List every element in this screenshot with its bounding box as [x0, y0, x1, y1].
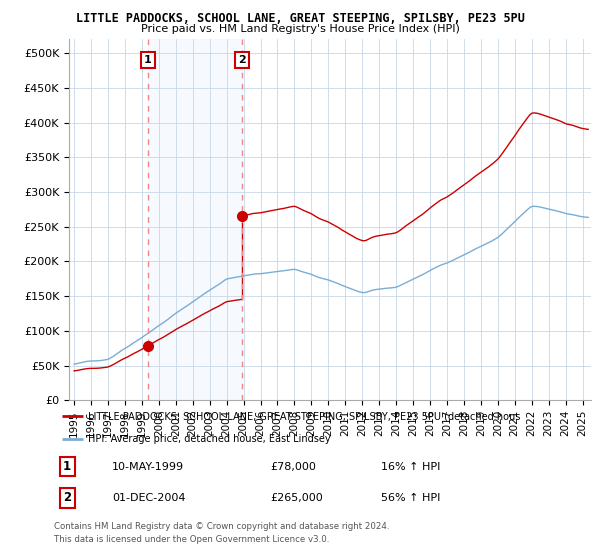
Text: 1: 1 — [63, 460, 71, 473]
Text: LITTLE PADDOCKS, SCHOOL LANE, GREAT STEEPING, SPILSBY, PE23 5PU: LITTLE PADDOCKS, SCHOOL LANE, GREAT STEE… — [76, 12, 524, 25]
Text: 2: 2 — [238, 55, 246, 65]
Text: £265,000: £265,000 — [271, 493, 323, 503]
Bar — [148, 39, 242, 400]
Text: 2: 2 — [63, 491, 71, 504]
Text: 16% ↑ HPI: 16% ↑ HPI — [382, 461, 441, 472]
Text: This data is licensed under the Open Government Licence v3.0.: This data is licensed under the Open Gov… — [54, 534, 329, 544]
Text: LITTLE PADDOCKS, SCHOOL LANE, GREAT STEEPING, SPILSBY, PE23 5PU (detached hous: LITTLE PADDOCKS, SCHOOL LANE, GREAT STEE… — [88, 412, 521, 421]
Text: 01-DEC-2004: 01-DEC-2004 — [112, 493, 185, 503]
Text: £78,000: £78,000 — [271, 461, 316, 472]
Text: Price paid vs. HM Land Registry's House Price Index (HPI): Price paid vs. HM Land Registry's House … — [140, 24, 460, 34]
Text: 10-MAY-1999: 10-MAY-1999 — [112, 461, 184, 472]
Text: Contains HM Land Registry data © Crown copyright and database right 2024.: Contains HM Land Registry data © Crown c… — [54, 522, 389, 531]
Text: 1: 1 — [144, 55, 152, 65]
Text: 56% ↑ HPI: 56% ↑ HPI — [382, 493, 441, 503]
Text: HPI: Average price, detached house, East Lindsey: HPI: Average price, detached house, East… — [88, 435, 331, 444]
